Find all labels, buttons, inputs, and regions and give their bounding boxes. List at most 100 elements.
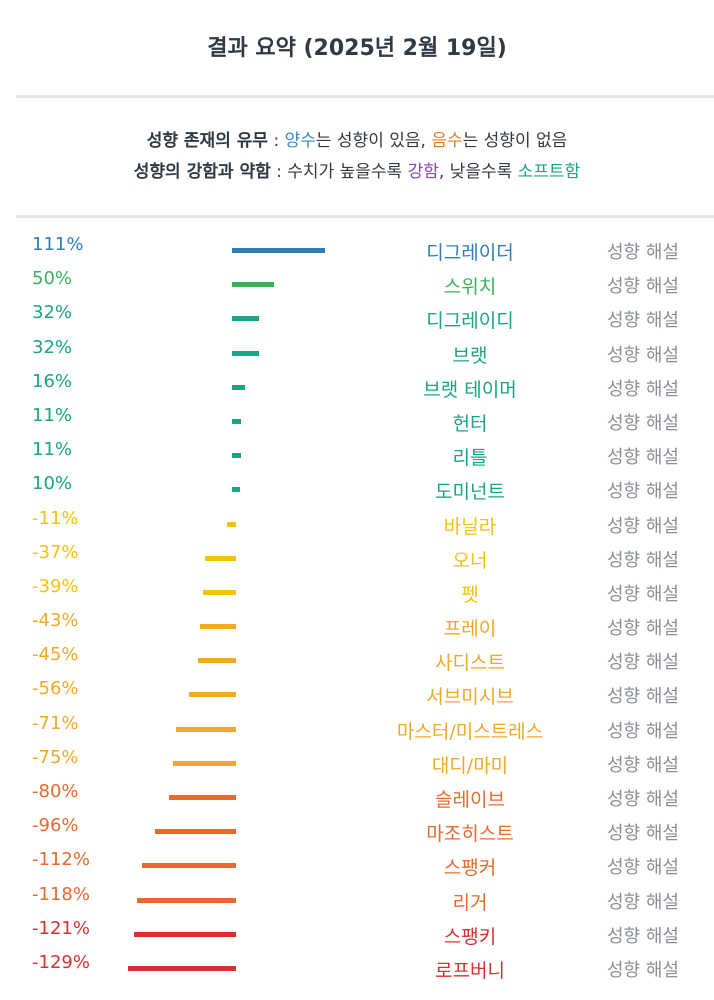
score-bar (155, 829, 236, 835)
tendency-explain-link[interactable]: 성향 해설 (607, 720, 679, 742)
score-bar (232, 384, 246, 390)
bottom-divider (16, 215, 714, 218)
tendency-explain-link[interactable]: 성향 해설 (607, 959, 679, 981)
tendency-explain-link[interactable]: 성향 해설 (607, 754, 679, 776)
percent-label: 11% (32, 439, 73, 461)
tendency-explain-link[interactable]: 성향 해설 (607, 686, 679, 708)
tendency-explain-link[interactable]: 성향 해설 (607, 447, 679, 469)
score-bar (232, 418, 242, 424)
percent-label: -80% (32, 781, 79, 802)
tendency-explain-link[interactable]: 성향 해설 (607, 378, 679, 400)
tendency-explain-link[interactable]: 성향 해설 (607, 891, 679, 913)
tendency-name: 브랫 (452, 344, 488, 367)
score-bar (232, 316, 259, 322)
tendency-name: 바닐라 (443, 515, 497, 538)
tendency-explain-link[interactable]: 성향 해설 (607, 583, 679, 605)
legend-sep-1: : (268, 131, 285, 151)
score-bar (232, 453, 242, 459)
tendency-name: 슬레이브 (435, 789, 505, 811)
tendency-name: 로프버니 (435, 959, 505, 982)
result-row: -39% 펫 성향 해설 (0, 574, 714, 608)
result-row: -121% 스팽키 성향 해설 (0, 916, 714, 950)
percent-label: -11% (32, 507, 79, 529)
result-row: -43% 프레이 성향 해설 (0, 608, 714, 642)
score-bar (136, 897, 236, 903)
tendency-explain-link[interactable]: 성향 해설 (607, 823, 679, 845)
legend-presence-label: 성향 존재의 유무 (146, 131, 269, 151)
result-row: -11% 바닐라 성향 해설 (0, 506, 714, 540)
score-bar (232, 282, 274, 288)
result-row: -112% 스팽커 성향 해설 (0, 847, 714, 881)
legend-strong: 강함 (407, 162, 439, 182)
tendency-explain-link[interactable]: 성향 해설 (607, 344, 679, 366)
legend-soft: 소프트함 (517, 162, 581, 182)
score-bar (134, 931, 236, 937)
legend-sep-2: : (270, 162, 288, 182)
result-chart: 111% 디그레이더 성향 해설 50% 스위치 성향 해설 32% 디그레이디 성향 해설 32… (0, 232, 714, 984)
tendency-explain-link[interactable]: 성향 해설 (607, 652, 679, 674)
score-bar (176, 726, 236, 732)
result-row: 50% 스위치 성향 해설 (0, 266, 714, 300)
result-row: -80% 슬레이브 성향 해설 (0, 779, 714, 813)
result-row: -129% 로프버니 성향 해설 (0, 950, 714, 984)
tendency-name: 리거 (452, 891, 488, 914)
tendency-name: 마스터/미스트레스 (396, 720, 544, 743)
tendency-explain-link[interactable]: 성향 해설 (607, 789, 679, 810)
percent-label: 50% (32, 268, 73, 290)
percent-label: -56% (32, 678, 79, 700)
tendency-explain-link[interactable]: 성향 해설 (607, 481, 679, 503)
score-bar (141, 863, 236, 869)
tendency-name: 디그레이더 (426, 242, 514, 264)
result-row: -75% 대디/마미 성향 해설 (0, 745, 714, 779)
percent-label: -121% (32, 917, 90, 939)
tendency-name: 프레이 (443, 618, 497, 641)
percent-label: 32% (32, 302, 73, 324)
tendency-explain-link[interactable]: 성향 해설 (607, 925, 679, 947)
tendency-name: 서브미시브 (426, 686, 514, 709)
percent-label: -71% (32, 712, 79, 734)
percent-label: -112% (32, 849, 90, 871)
tendency-explain-link[interactable]: 성향 해설 (607, 310, 679, 332)
percent-label: -129% (32, 951, 90, 973)
score-bar (173, 760, 236, 766)
score-bar (232, 350, 259, 356)
result-row: -71% 마스터/미스트레스 성향 해설 (0, 711, 714, 745)
tendency-name: 스팽커 (443, 857, 497, 880)
result-row: -45% 사디스트 성향 해설 (0, 642, 714, 676)
tendency-explain-link[interactable]: 성향 해설 (607, 618, 679, 640)
tendency-name: 스팽키 (443, 925, 497, 948)
legend-strength-label: 성향의 강함과 약함 (133, 162, 271, 182)
page-title: 결과 요약 (2025년 2월 19일) (207, 36, 507, 61)
legend-strength-desc-b: , 낮을수록 (438, 162, 518, 182)
percent-label: -45% (32, 644, 79, 666)
tendency-explain-link[interactable]: 성향 해설 (607, 515, 679, 537)
legend-line-1: 성향 존재의 유무 : 양수는 성향이 있음, 음수는 성향이 없음 (0, 126, 714, 151)
score-bar (198, 658, 236, 664)
legend-negative-desc: 는 성향이 없음 (462, 131, 568, 151)
tendency-name: 스위치 (443, 276, 497, 299)
tendency-explain-link[interactable]: 성향 해설 (607, 857, 679, 879)
score-bar (168, 795, 236, 800)
score-bar (232, 487, 241, 493)
tendency-explain-link[interactable]: 성향 해설 (607, 412, 679, 434)
tendency-name: 대디/마미 (431, 754, 509, 777)
tendency-explain-link[interactable]: 성향 해설 (607, 276, 679, 298)
result-row: 10% 도미넌트 성향 해설 (0, 471, 714, 505)
score-bar (188, 692, 236, 698)
tendency-explain-link[interactable]: 성향 해설 (607, 242, 679, 263)
top-divider (16, 95, 714, 98)
tendency-name: 오너 (452, 549, 488, 572)
percent-label: -39% (32, 575, 79, 597)
tendency-name: 사디스트 (435, 652, 505, 675)
percent-label: -43% (32, 610, 79, 632)
percent-label: 16% (32, 370, 73, 392)
legend-positive-desc: 는 성향이 있음, (315, 131, 432, 151)
result-row: -37% 오너 성향 해설 (0, 540, 714, 574)
legend-negative: 음수 (431, 131, 463, 151)
legend-line-2: 성향의 강함과 약함 : 수치가 높을수록 강함, 낮을수록 소프트함 (0, 157, 714, 182)
percent-label: -37% (32, 541, 79, 563)
tendency-explain-link[interactable]: 성향 해설 (607, 549, 679, 571)
result-row: 111% 디그레이더 성향 해설 (0, 232, 714, 266)
percent-label: -118% (32, 883, 90, 905)
score-bar (226, 521, 236, 527)
